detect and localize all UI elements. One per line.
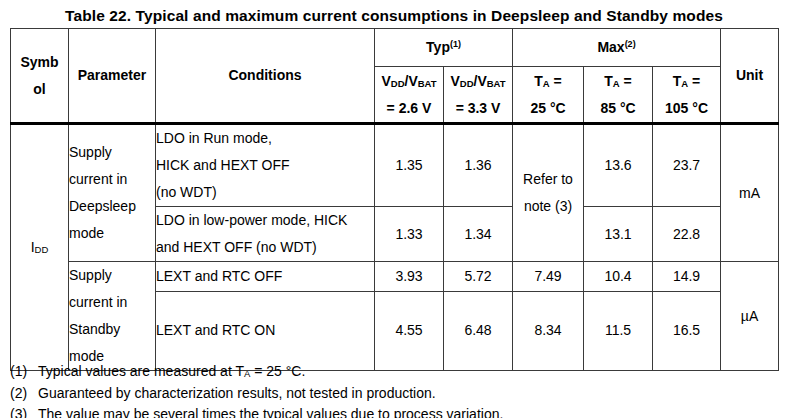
condition-cell: LEXT and RTC ON bbox=[156, 291, 375, 370]
cell-unit-ua: µA bbox=[721, 262, 779, 371]
footnote-number: (2) bbox=[10, 383, 38, 405]
header-conditions: Conditions bbox=[156, 29, 375, 124]
row-deepsleep-ldo-run: IDD Supplycurrent inDeepsleepmode LDO in… bbox=[11, 124, 779, 207]
header-ta-85c: TA =85 °C bbox=[584, 67, 653, 124]
footnote-text: The value may be several times the typic… bbox=[38, 404, 788, 418]
datasheet-page: Table 22. Typical and maximum current co… bbox=[0, 0, 795, 418]
footnote-1: (1) Typical values are measured at TA = … bbox=[10, 361, 788, 383]
footnote-number: (1) bbox=[10, 361, 38, 383]
value-cell: 10.4 bbox=[584, 262, 653, 292]
value-cell: 3.93 bbox=[375, 262, 444, 292]
cell-parameter-standby: Supplycurrent inStandbymode bbox=[69, 262, 156, 371]
cell-refer-to-note: Refer tonote (3) bbox=[513, 124, 584, 262]
row-standby-rtc-off: Supplycurrent inStandbymode LEXT and RTC… bbox=[11, 262, 779, 292]
footnote-3: (3) The value may be several times the t… bbox=[10, 404, 788, 418]
value-cell: 13.1 bbox=[584, 207, 653, 262]
value-cell: 1.36 bbox=[444, 124, 513, 207]
cell-parameter-deepsleep: Supplycurrent inDeepsleepmode bbox=[69, 124, 156, 262]
table-title: Table 22. Typical and maximum current co… bbox=[10, 7, 778, 25]
header-typ-group: Typ(1) bbox=[375, 29, 513, 67]
value-cell: 8.34 bbox=[513, 291, 584, 370]
value-cell: 1.33 bbox=[375, 207, 444, 262]
value-cell: 4.55 bbox=[375, 291, 444, 370]
header-symbol: Symbol bbox=[11, 29, 69, 124]
footnote-text: Typical values are measured at TA = 25 °… bbox=[38, 361, 788, 383]
value-cell: 16.5 bbox=[653, 291, 721, 370]
footnote-number: (3) bbox=[10, 404, 38, 418]
header-max-group: Max(2) bbox=[513, 29, 721, 67]
header-ta-105c: TA =105 °C bbox=[653, 67, 721, 124]
condition-cell: LDO in low-power mode, HICKand HEXT OFF … bbox=[156, 207, 375, 262]
condition-cell: LEXT and RTC OFF bbox=[156, 262, 375, 292]
value-cell: 1.34 bbox=[444, 207, 513, 262]
header-parameter: Parameter bbox=[69, 29, 156, 124]
header-vdd-vbat-2v6: VDD/VBAT= 2.6 V bbox=[375, 67, 444, 124]
value-cell: 22.8 bbox=[653, 207, 721, 262]
value-cell: 11.5 bbox=[584, 291, 653, 370]
value-cell: 6.48 bbox=[444, 291, 513, 370]
header-ta-25c: TA =25 °C bbox=[513, 67, 584, 124]
value-cell: 23.7 bbox=[653, 124, 721, 207]
value-cell: 13.6 bbox=[584, 124, 653, 207]
cell-unit-ma: mA bbox=[721, 124, 779, 262]
footnotes: (1) Typical values are measured at TA = … bbox=[10, 361, 788, 418]
header-unit: Unit bbox=[721, 29, 779, 124]
header-vdd-vbat-3v3: VDD/VBAT= 3.3 V bbox=[444, 67, 513, 124]
cell-symbol-idd: IDD bbox=[11, 124, 69, 371]
current-consumption-table: Symbol Parameter Conditions Typ(1) Max(2… bbox=[10, 28, 779, 371]
value-cell: 5.72 bbox=[444, 262, 513, 292]
footnote-text: Guaranteed by characterization results, … bbox=[38, 383, 788, 405]
footnote-2: (2) Guaranteed by characterization resul… bbox=[10, 383, 788, 405]
condition-cell: LDO in Run mode,HICK and HEXT OFF(no WDT… bbox=[156, 124, 375, 207]
value-cell: 7.49 bbox=[513, 262, 584, 292]
header-row-groups: Symbol Parameter Conditions Typ(1) Max(2… bbox=[11, 29, 779, 67]
value-cell: 1.35 bbox=[375, 124, 444, 207]
value-cell: 14.9 bbox=[653, 262, 721, 292]
